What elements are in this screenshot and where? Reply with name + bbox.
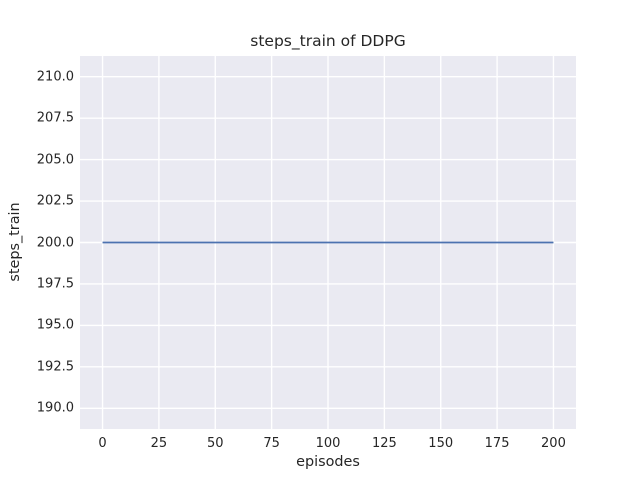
x-tick-label: 75 — [263, 436, 280, 451]
y-tick-label: 192.5 — [36, 359, 74, 375]
x-tick-label: 175 — [484, 436, 510, 451]
x-tick-label: 50 — [206, 436, 224, 451]
y-tick-label: 190.0 — [36, 400, 74, 416]
y-tick-label: 205.0 — [36, 152, 74, 168]
y-tick-label: 197.5 — [36, 276, 74, 292]
x-tick-label: 100 — [315, 436, 341, 451]
y-tick-label: 210.0 — [36, 69, 74, 85]
plot-area — [80, 56, 576, 429]
y-tick-label: 200.0 — [36, 235, 74, 250]
y-tick-label: 207.5 — [36, 110, 74, 126]
x-tick-label: 150 — [428, 436, 454, 451]
y-tick-label: 195.0 — [36, 317, 74, 333]
y-tick-label: 202.5 — [36, 193, 74, 209]
x-tick-label: 125 — [371, 436, 397, 451]
y-axis-label: steps_train — [7, 202, 23, 282]
x-tick-label: 25 — [150, 436, 168, 451]
x-axis-label: episodes — [296, 454, 360, 470]
x-tick-label: 0 — [98, 436, 107, 451]
chart-title: steps_train of DDPG — [250, 32, 406, 50]
x-tick-label: 200 — [541, 436, 566, 451]
